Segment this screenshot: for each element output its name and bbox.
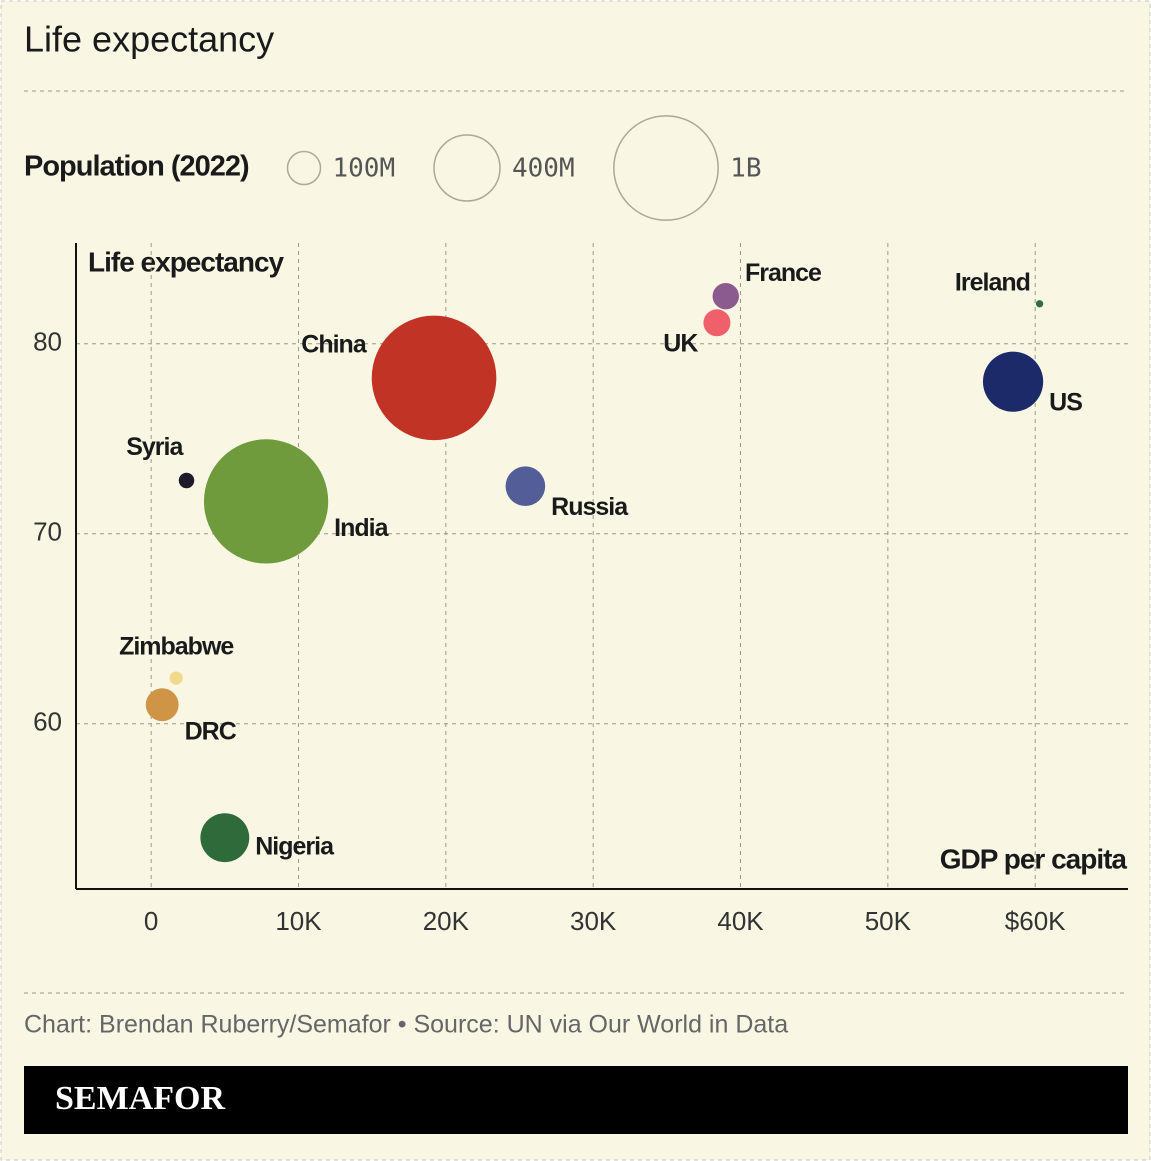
bubble <box>1035 300 1044 308</box>
x-tick-label: 0 <box>144 906 158 936</box>
x-tick-label: 10K <box>275 906 322 936</box>
bubble <box>371 315 497 441</box>
point-label: DRC <box>185 717 237 745</box>
point-label: France <box>745 259 822 287</box>
point-label: Ireland <box>955 268 1030 296</box>
x-tick-label: 40K <box>717 906 764 936</box>
x-axis-label: GDP per capita <box>940 843 1128 874</box>
bubble <box>703 309 731 337</box>
point-label: Zimbabwe <box>119 633 234 661</box>
legend-label: 1B <box>730 154 761 184</box>
x-tick-label: $60K <box>1005 906 1066 936</box>
point-label: Russia <box>551 493 629 521</box>
bubble <box>505 466 546 507</box>
bubble <box>200 813 250 863</box>
bubble <box>712 283 739 310</box>
point-label: Nigeria <box>255 832 335 860</box>
y-tick-label: 70 <box>33 517 62 547</box>
x-tick-label: 20K <box>423 906 470 936</box>
x-tick-label: 50K <box>865 906 912 936</box>
bubble <box>169 671 183 685</box>
bubble <box>203 439 329 564</box>
credit: Chart: Brendan Ruberry/Semafor • Source:… <box>24 1011 788 1039</box>
bubble <box>982 351 1044 412</box>
chart-title: Life expectancy <box>24 19 274 60</box>
point-label: China <box>301 331 368 359</box>
legend-bubble <box>433 134 501 202</box>
x-tick-label: 30K <box>570 906 617 936</box>
legend-title: Population (2022) <box>24 151 249 183</box>
legend-bubble <box>613 115 719 221</box>
point-label: US <box>1049 388 1082 416</box>
brand: SEMAFOR <box>55 1080 225 1117</box>
legend-label: 100M <box>333 154 396 184</box>
point-label: UK <box>663 329 698 357</box>
bubble <box>178 472 195 489</box>
point-label: India <box>334 514 389 542</box>
bubble <box>145 688 179 722</box>
point-label: Syria <box>126 433 184 461</box>
brand-bar <box>24 1066 1128 1134</box>
y-tick-label: 60 <box>33 707 62 737</box>
y-tick-label: 80 <box>33 327 62 357</box>
legend-bubble <box>286 150 322 186</box>
legend-label: 400M <box>512 154 575 184</box>
y-axis-label: Life expectancy <box>88 246 285 277</box>
